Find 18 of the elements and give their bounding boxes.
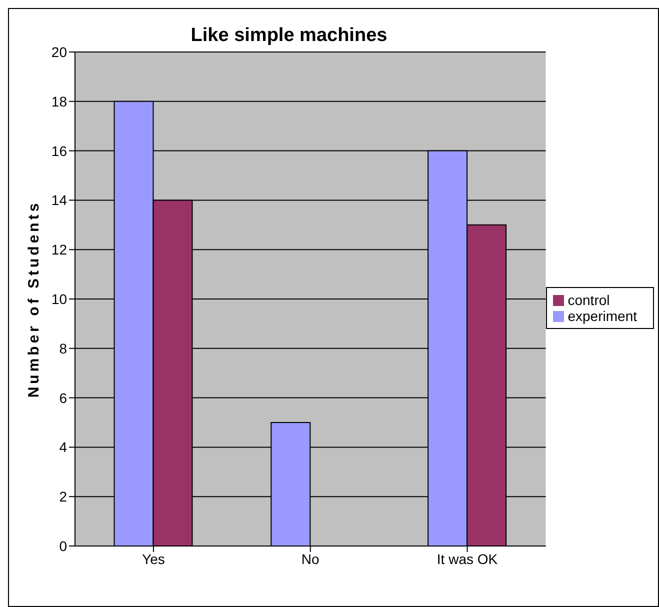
chart-title: Like simple machines	[190, 25, 388, 46]
y-tick-label: 16	[51, 142, 68, 159]
x-tick-label: No	[301, 550, 320, 567]
y-tick-label: 6	[59, 390, 68, 406]
y-tick-label: 18	[51, 93, 68, 110]
legend-label: control	[568, 292, 610, 308]
y-axis-title: Number of Students	[25, 200, 42, 398]
x-tick-label: It was OK	[436, 550, 498, 567]
legend-label: experiment	[568, 308, 637, 324]
y-tick-label: 2	[59, 488, 68, 505]
y-tick-label: 10	[51, 290, 68, 307]
x-tick-label: Yes	[142, 550, 165, 567]
y-tick-label: 4	[59, 439, 68, 456]
y-tick-label: 8	[59, 340, 68, 356]
y-tick-label: 20	[51, 44, 68, 60]
y-tick-label: 14	[51, 192, 68, 208]
y-tick-label: 12	[51, 242, 68, 258]
y-tick-label: 0	[59, 538, 68, 554]
